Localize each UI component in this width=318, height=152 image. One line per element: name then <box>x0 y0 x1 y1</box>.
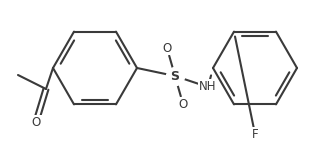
Text: NH: NH <box>199 81 217 93</box>
Text: O: O <box>178 97 188 111</box>
Text: O: O <box>162 41 172 55</box>
Text: S: S <box>170 69 179 83</box>
Text: F: F <box>252 128 258 140</box>
Text: O: O <box>31 116 41 128</box>
